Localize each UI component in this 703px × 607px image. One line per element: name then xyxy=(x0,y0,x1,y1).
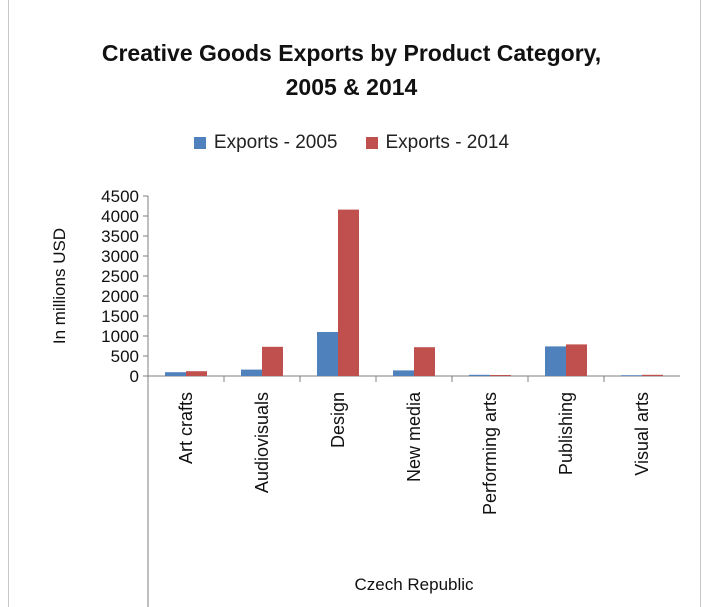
chart-title-line-2: 2005 & 2014 xyxy=(285,74,418,100)
bar-2014 xyxy=(490,375,511,376)
legend-item-2014: Exports - 2014 xyxy=(365,132,510,154)
y-tick-label: 4500 xyxy=(101,187,139,206)
bar-2014 xyxy=(414,347,435,376)
x-category-label: New media xyxy=(404,391,424,482)
y-axis-title: In millions USD xyxy=(50,228,69,344)
x-category-label: Publishing xyxy=(556,392,576,475)
chart-title: Creative Goods Exports by Product Catego… xyxy=(0,36,703,104)
bar-2014 xyxy=(566,344,587,376)
y-tick-label: 500 xyxy=(111,347,139,366)
legend-label-2005: Exports - 2005 xyxy=(213,132,338,153)
legend: Exports - 2005 Exports - 2014 xyxy=(0,132,703,154)
bar-2005 xyxy=(545,346,566,376)
legend-label-2014: Exports - 2014 xyxy=(385,132,510,153)
y-tick-label: 1000 xyxy=(101,327,139,346)
legend-swatch-2005 xyxy=(193,137,206,149)
x-category-label: Design xyxy=(328,392,348,448)
legend-swatch-2014 xyxy=(365,137,378,149)
bar-2014 xyxy=(338,209,359,376)
bar-2014 xyxy=(262,346,283,376)
bar-2005 xyxy=(241,369,262,376)
bar-2005 xyxy=(317,332,338,376)
bar-2005 xyxy=(621,375,642,376)
bar-2014 xyxy=(642,374,663,376)
chart-frame xyxy=(8,0,701,607)
y-tick-label: 2500 xyxy=(101,267,139,286)
y-tick-label: 3000 xyxy=(101,247,139,266)
bar-2005 xyxy=(393,370,414,376)
x-category-label: Performing arts xyxy=(480,392,500,515)
bar-2014 xyxy=(186,371,207,376)
legend-item-2005: Exports - 2005 xyxy=(193,132,338,154)
chart-title-line-1: Creative Goods Exports by Product Catego… xyxy=(101,40,602,66)
y-tick-label: 4000 xyxy=(101,207,139,226)
bar-2005 xyxy=(469,374,490,376)
x-category-label: Art crafts xyxy=(176,392,196,464)
y-tick-label: 0 xyxy=(130,367,139,386)
bar-2005 xyxy=(165,372,186,376)
y-tick-label: 3500 xyxy=(101,227,139,246)
y-tick-label: 1500 xyxy=(101,307,139,326)
y-tick-label: 2000 xyxy=(101,287,139,306)
x-category-label: Visual arts xyxy=(632,392,652,476)
bars xyxy=(165,209,663,376)
x-category-label: Audiovisuals xyxy=(252,392,272,493)
x-axis-title: Czech Republic xyxy=(354,575,474,594)
